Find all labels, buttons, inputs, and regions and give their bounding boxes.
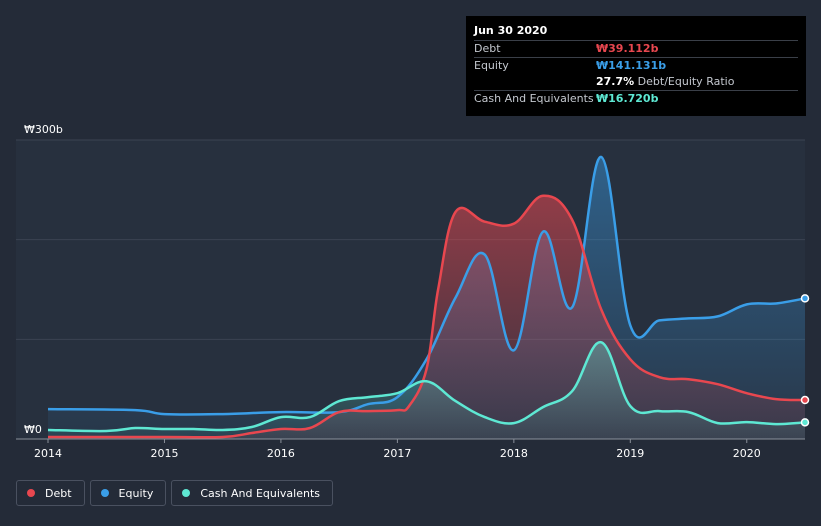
cash-end-marker[interactable]	[800, 418, 810, 427]
y-axis-bottom-label: ₩0	[24, 423, 42, 436]
equity-line	[47, 155, 806, 416]
legend-equity-dot	[100, 489, 109, 497]
legend-cash-dot	[182, 489, 191, 497]
x-tick-label: 2020	[733, 447, 761, 460]
legend-item-equity[interactable]: Equity	[89, 480, 167, 506]
tooltip-equity-value: ₩141.131b	[596, 59, 667, 72]
y-axis-top-label: ₩300b	[24, 123, 63, 136]
axes: ₩300b ₩0	[24, 123, 63, 436]
x-tick-label: 2015	[150, 447, 178, 460]
tooltip-cash-row: Cash And Equivalents ₩16.720b	[474, 90, 798, 107]
legend-item-debt[interactable]: Debt	[16, 480, 85, 506]
debt-end-marker[interactable]	[800, 395, 810, 405]
debt-line	[48, 194, 806, 439]
x-tick-label: 2017	[383, 447, 411, 460]
x-tick-label: 2016	[267, 447, 295, 460]
series-end-markers	[800, 294, 810, 427]
legend-equity-label: Equity	[118, 486, 154, 500]
x-tick-label: 2014	[34, 447, 62, 460]
cash-line	[47, 341, 806, 433]
x-axis-ticks: 2014 2015 2016 2017 2018 2019 2020	[34, 439, 761, 460]
x-tick-label: 2019	[616, 447, 644, 460]
legend-debt-dot	[27, 489, 35, 497]
legend-cash-label: Cash And Equivalents	[200, 486, 320, 500]
cash-area	[48, 342, 805, 439]
tooltip-cash-label: Cash And Equivalents	[474, 92, 594, 105]
chart-legend: Debt Equity Cash And Equivalents	[16, 480, 333, 506]
tooltip-debt-value: ₩39.112b	[596, 42, 659, 55]
tooltip-debt-row: Debt ₩39.112b	[474, 40, 798, 57]
equity-end-marker[interactable]	[800, 294, 810, 303]
tooltip-cash-value: ₩16.720b	[596, 92, 659, 105]
legend-item-cash[interactable]: Cash And Equivalents	[171, 480, 333, 506]
tooltip-debt-label: Debt	[474, 42, 501, 55]
x-tick-label: 2018	[500, 447, 528, 460]
tooltip-ratio-label: Debt/Equity Ratio	[637, 75, 735, 88]
tooltip-ratio-row: 27.7% Debt/Equity Ratio	[474, 74, 798, 90]
tooltip-date: Jun 30 2020	[474, 24, 548, 37]
tooltip-ratio-value: 27.7%	[596, 75, 635, 88]
tooltip-equity-label: Equity	[474, 59, 509, 72]
series-lines	[47, 155, 806, 439]
legend-debt-label: Debt	[45, 486, 72, 500]
tooltip-equity-row: Equity ₩141.131b	[474, 57, 798, 74]
hover-tooltip: Jun 30 2020 Debt ₩39.112b Equity ₩141.13…	[466, 16, 806, 116]
